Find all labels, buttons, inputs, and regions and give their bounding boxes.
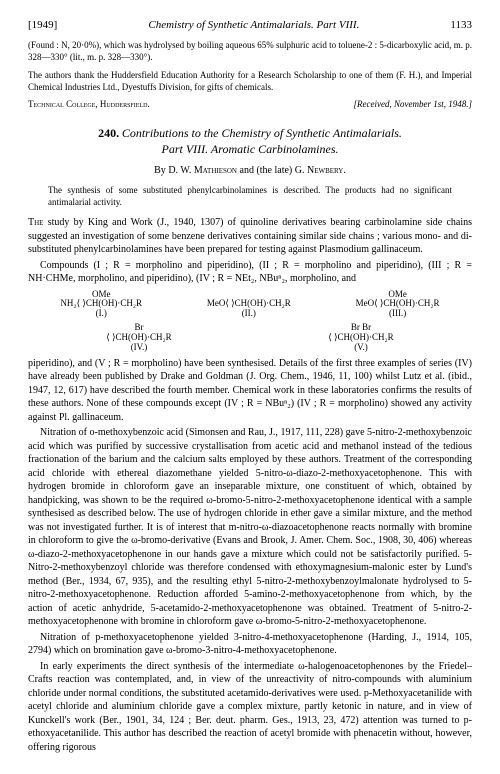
paragraph-5: Nitration of p-methoxyacetophenone yield… xyxy=(28,631,472,658)
structure-4: Br ⟨ ⟩CH(OH)·CH₂R (IV.) xyxy=(106,323,171,353)
paragraph-1: The study by King and Work (J., 1940, 13… xyxy=(28,216,472,257)
struct5-label: (V.) xyxy=(328,343,393,353)
affiliation-line: Technical College, Huddersfield. [Receiv… xyxy=(28,98,472,110)
structure-1: OMe NH₂⟨ ⟩CH(OH)·CH₂R (I.) xyxy=(60,290,142,320)
header-year: [1949] xyxy=(28,18,57,33)
authors: By D. W. Mathieson and (the late) G. New… xyxy=(28,164,472,178)
paragraph-6: In early experiments the direct synthesi… xyxy=(28,660,472,755)
abstract: The synthesis of some substituted phenyl… xyxy=(48,184,452,208)
para1-lead: The xyxy=(28,217,43,228)
struct1-label: (I.) xyxy=(60,309,142,319)
struct2-label: (II.) xyxy=(207,309,291,319)
para1-rest: study by King and Work (J., 1940, 1307) … xyxy=(28,217,472,255)
affiliation: Technical College, Huddersfield. xyxy=(28,98,150,110)
structure-5: Br Br ⟨ ⟩CH(OH)·CH₂R (V.) xyxy=(328,323,393,353)
title-line-2: Part VIII. Aromatic Carbinolamines. xyxy=(162,142,339,156)
paragraph-3: piperidino), and (V ; R = morpholino) ha… xyxy=(28,357,472,425)
article-number: 240. xyxy=(98,126,119,140)
acknowledgements: The authors thank the Huddersfield Educa… xyxy=(28,69,472,93)
paragraph-2: Compounds (I ; R = morpholino and piperi… xyxy=(28,259,472,286)
author-1: D. W. Mathieson xyxy=(168,165,237,176)
structure-2: MeO⟨ ⟩CH(OH)·CH₂R (II.) xyxy=(207,290,291,320)
structure-row-2: Br ⟨ ⟩CH(OH)·CH₂R (IV.) Br Br ⟨ ⟩CH(OH)·… xyxy=(28,323,472,353)
header-page: 1133 xyxy=(450,18,472,33)
struct4-label: (IV.) xyxy=(106,343,171,353)
header-title: Chemistry of Synthetic Antimalarials. Pa… xyxy=(148,18,359,33)
author-2: G. Newbery. xyxy=(295,165,346,176)
analytical-note: (Found : N, 20·0%), which was hydrolysed… xyxy=(28,39,472,63)
struct3-label: (III.) xyxy=(356,309,440,319)
title-line-1: Contributions to the Chemistry of Synthe… xyxy=(122,126,402,140)
paragraph-4: Nitration of o-methoxybenzoic acid (Simo… xyxy=(28,426,472,629)
article-title: 240. Contributions to the Chemistry of S… xyxy=(28,125,472,159)
received-date: [Received, November 1st, 1948.] xyxy=(354,98,472,110)
running-header: [1949] Chemistry of Synthetic Antimalari… xyxy=(28,18,472,33)
structure-3: OMe MeO⟨ ⟩CH(OH)·CH₂R (III.) xyxy=(356,290,440,320)
structure-row-1: OMe NH₂⟨ ⟩CH(OH)·CH₂R (I.) MeO⟨ ⟩CH(OH)·… xyxy=(28,290,472,320)
by-label: By xyxy=(154,165,168,176)
author-sep: and (the late) xyxy=(237,165,295,176)
